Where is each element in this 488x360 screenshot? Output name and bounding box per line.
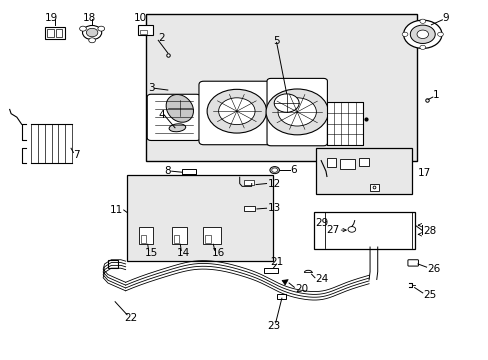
Text: 23: 23 xyxy=(267,321,280,332)
Text: 13: 13 xyxy=(267,203,280,213)
Circle shape xyxy=(419,45,425,49)
Bar xyxy=(276,294,285,299)
Circle shape xyxy=(401,32,407,36)
Text: 24: 24 xyxy=(315,274,328,284)
FancyBboxPatch shape xyxy=(266,78,327,146)
Bar xyxy=(244,207,255,211)
Text: 16: 16 xyxy=(211,248,224,258)
Circle shape xyxy=(269,167,279,174)
Bar xyxy=(182,169,195,174)
Text: 10: 10 xyxy=(133,13,146,23)
Bar xyxy=(244,180,254,185)
Bar xyxy=(326,102,362,145)
Text: 4: 4 xyxy=(158,110,164,120)
Bar xyxy=(358,158,368,166)
Circle shape xyxy=(403,20,441,48)
Text: 2: 2 xyxy=(158,33,164,43)
Circle shape xyxy=(265,89,327,135)
Bar xyxy=(139,227,153,244)
Circle shape xyxy=(80,26,86,31)
Text: 12: 12 xyxy=(267,179,280,189)
Text: 5: 5 xyxy=(273,36,279,46)
Bar xyxy=(174,235,179,243)
Text: 19: 19 xyxy=(44,13,58,23)
Text: 6: 6 xyxy=(290,165,297,175)
Bar xyxy=(326,158,335,167)
Text: 15: 15 xyxy=(144,248,157,258)
Bar xyxy=(44,27,65,39)
Circle shape xyxy=(437,32,443,36)
Text: 20: 20 xyxy=(294,284,307,294)
Circle shape xyxy=(218,98,255,125)
Circle shape xyxy=(271,168,277,172)
Bar xyxy=(108,260,117,268)
Circle shape xyxy=(98,26,104,31)
FancyBboxPatch shape xyxy=(199,81,275,145)
Circle shape xyxy=(207,89,266,133)
Text: 3: 3 xyxy=(148,83,155,93)
Text: 18: 18 xyxy=(82,13,96,23)
Text: 25: 25 xyxy=(423,291,436,300)
Circle shape xyxy=(86,28,98,37)
Text: 14: 14 xyxy=(177,248,190,258)
Circle shape xyxy=(419,19,425,23)
Bar xyxy=(182,174,195,179)
Text: 1: 1 xyxy=(432,90,439,100)
Bar xyxy=(140,30,146,34)
Text: 22: 22 xyxy=(123,313,137,323)
Text: 27: 27 xyxy=(325,225,339,235)
Bar xyxy=(316,148,411,194)
Bar xyxy=(172,227,186,244)
Circle shape xyxy=(278,98,316,126)
FancyArrowPatch shape xyxy=(282,280,287,285)
FancyBboxPatch shape xyxy=(147,94,200,140)
Bar xyxy=(146,14,416,161)
Circle shape xyxy=(274,94,299,112)
Bar xyxy=(203,227,221,244)
Circle shape xyxy=(409,25,434,44)
Circle shape xyxy=(347,226,355,232)
Bar xyxy=(369,184,378,191)
Bar xyxy=(313,212,414,249)
Text: 26: 26 xyxy=(427,264,440,274)
Text: 11: 11 xyxy=(110,205,123,215)
Circle shape xyxy=(89,38,95,43)
Text: 9: 9 xyxy=(441,13,447,23)
Bar xyxy=(127,175,273,261)
Bar xyxy=(138,25,153,35)
Bar xyxy=(141,235,145,243)
Text: 17: 17 xyxy=(417,168,430,178)
Text: 29: 29 xyxy=(315,218,328,228)
Text: 7: 7 xyxy=(73,150,80,159)
Circle shape xyxy=(416,30,427,39)
Text: 21: 21 xyxy=(269,257,283,267)
Text: 8: 8 xyxy=(164,166,171,176)
Text: 28: 28 xyxy=(422,226,435,236)
Circle shape xyxy=(82,26,102,40)
Bar xyxy=(205,235,210,243)
Bar xyxy=(56,29,62,37)
Bar xyxy=(263,268,278,274)
Bar xyxy=(47,29,54,37)
Ellipse shape xyxy=(169,124,185,132)
Bar xyxy=(340,159,354,170)
Ellipse shape xyxy=(166,95,193,122)
